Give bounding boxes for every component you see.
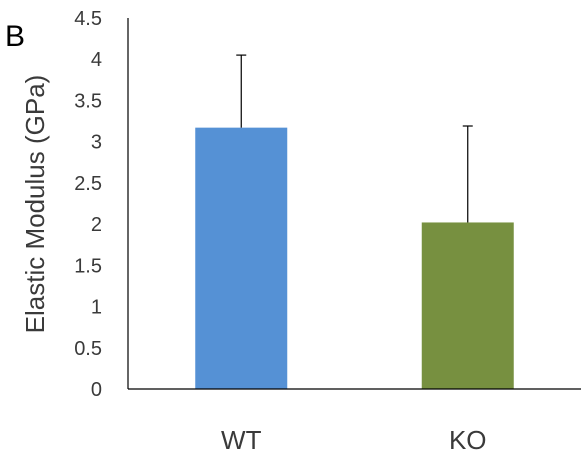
y-axis-label: Elastic Modulus (GPa) — [20, 75, 50, 334]
bar-ko — [421, 222, 514, 389]
y-tick-label: 2.5 — [74, 173, 102, 195]
y-tick-label: 4.5 — [74, 8, 102, 30]
y-axis-ticks: 0 0.5 1 1.5 2 2.5 3 3.5 4 4.5 — [74, 8, 102, 401]
y-tick-label: 1 — [91, 297, 102, 319]
y-tick-label: 0.5 — [74, 338, 102, 360]
error-bars-group — [236, 54, 473, 223]
x-category-label: KO — [449, 425, 487, 455]
y-tick-label: 0 — [91, 379, 102, 401]
panel-label: B — [5, 20, 25, 53]
bars-group — [195, 127, 514, 389]
y-tick-label: 3.5 — [74, 90, 102, 112]
y-tick-label: 1.5 — [74, 255, 102, 277]
bar-wt — [195, 127, 288, 389]
x-axis-categories: WT KO — [221, 425, 487, 455]
y-tick-label: 4 — [91, 49, 102, 71]
y-tick-label: 3 — [91, 132, 102, 154]
x-category-label: WT — [221, 425, 262, 455]
y-tick-label: 2 — [91, 214, 102, 236]
